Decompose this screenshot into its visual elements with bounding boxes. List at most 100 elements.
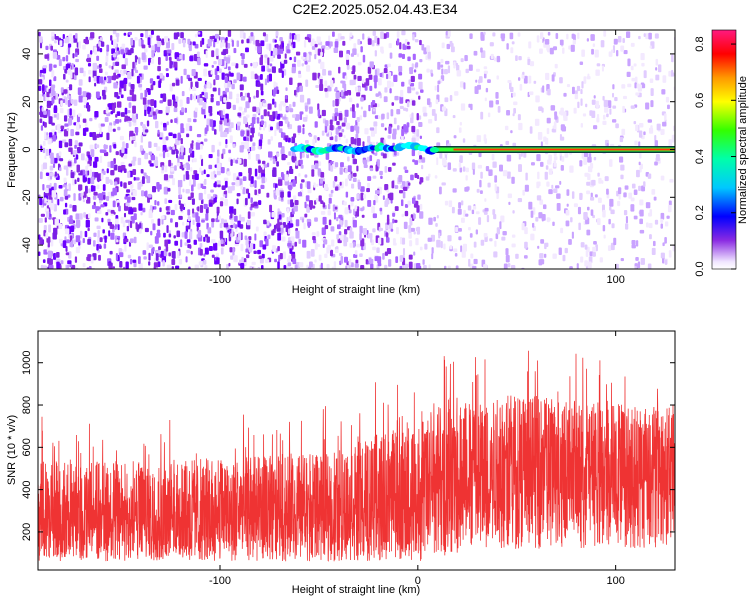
spectrogram-cell [66,185,69,190]
spectrogram-cell [504,125,509,131]
spectrogram-cell [245,137,249,142]
spectrogram-cell [386,218,390,225]
spectrogram-cell [164,198,168,204]
spectrogram-cell [317,48,321,56]
spectrogram-cell [257,249,261,255]
spectrogram-cell [199,204,204,213]
spectrogram-cell [230,159,233,167]
spectrogram-cell [617,200,621,207]
spectrogram-cell [612,119,617,123]
spectrogram-cell [278,128,283,133]
spectrogram-cell [188,87,191,91]
spectrogram-cell [381,49,384,54]
spectrogram-cell [550,105,556,111]
spectrogram-cell [275,110,278,117]
spectrogram-cell [505,248,509,256]
spectrogram-cell [552,253,557,259]
spectrogram-cell [174,118,178,124]
spectrogram-cell [364,128,369,135]
spectrogram-cell [277,222,281,228]
spectrogram-cell [250,176,254,184]
spectrogram-cell [483,70,488,74]
spectrogram-cell [398,65,403,73]
spectrogram-cell [570,217,573,223]
spectrogram-cell [107,221,113,226]
spectrogram-cell [147,106,152,112]
spectrogram-cell [191,150,195,158]
spectrogram-cell [69,108,72,116]
spectrogram-cell [333,212,336,220]
spectrogram-cell [286,43,290,50]
spectrogram-cell [612,105,617,109]
spectrogram-cell [314,48,319,56]
spectrogram-cell [449,94,453,102]
spectrogram-cell [154,100,157,108]
spectrogram-cell [167,187,171,192]
spectrogram-cell [233,208,237,216]
spectrogram-cell [43,110,47,115]
spectrogram-cell [241,39,244,44]
spectrogram-cell [206,236,210,243]
spectrogram-cell [227,171,231,176]
spectrogram-cell [563,111,567,118]
spectrogram-cell [162,95,167,102]
spectrogram-cell [558,247,562,256]
spectrogram-cell [639,152,642,159]
spectrogram-cell [190,153,193,158]
spectrogram-cell [117,126,121,131]
spectrogram-cell [325,90,329,98]
spectrogram-cell [267,57,270,66]
spectrogram-cell [385,237,390,243]
spectrogram-cell [181,107,185,113]
spectrogram-cell [639,229,645,234]
spectrogram-cell [140,190,145,197]
spectrogram-cell [104,76,107,81]
spectrogram-cell [511,41,515,45]
spectrogram-cell [232,143,236,149]
spectrogram-cell [217,149,220,157]
spectrogram-cell [251,35,255,41]
spectrogram-cell [125,219,130,223]
spectrogram-cell [204,84,207,89]
spectrogram-cell [245,101,250,109]
spectrogram-cell [589,163,594,169]
spectrogram-cell [121,146,125,154]
spectrogram-cell [350,197,355,202]
spectrogram-cell [219,201,224,207]
spectrogram-cell [149,205,153,212]
spectrogram-cell [52,114,55,119]
spectrogram-cell [251,132,254,138]
spectrogram-cell [98,254,101,261]
spectrogram-cell [230,233,234,238]
spectrogram-cell [100,173,104,180]
spectrogram-cell [221,185,226,190]
spectrogram-cell [52,52,58,59]
spectrogram-cell [161,165,164,171]
spectrogram-cell [634,140,638,146]
spectrogram-cell [78,95,83,103]
spectrogram-cell [359,253,363,257]
spectrogram-cell [48,79,52,87]
spectrogram-cell [435,223,438,227]
spectrogram-cell [403,124,407,131]
spectrogram-cell [56,112,60,120]
spectrogram-cell [66,264,70,269]
spectrogram-cell [187,38,191,45]
spectrogram-cell [330,165,334,172]
spectrogram-cell [269,126,274,131]
spectrogram-cell [388,126,392,134]
spectrogram-cell [421,157,426,163]
spectrogram-cell [247,211,251,219]
spectrogram-cell [537,245,540,249]
spectrogram-cell [547,44,550,53]
spectrogram-cell [75,219,81,227]
spectrogram-cell [496,75,499,80]
spectrogram-cell [168,252,172,257]
spectrogram-cell [492,161,497,168]
spectrogram-cell [209,119,214,127]
spectrogram-cell [292,114,296,118]
spectrogram-cell [90,149,95,157]
spectrogram-cell [334,135,338,142]
spectrogram-cell [256,176,261,180]
spectrogram-cell [241,53,245,60]
